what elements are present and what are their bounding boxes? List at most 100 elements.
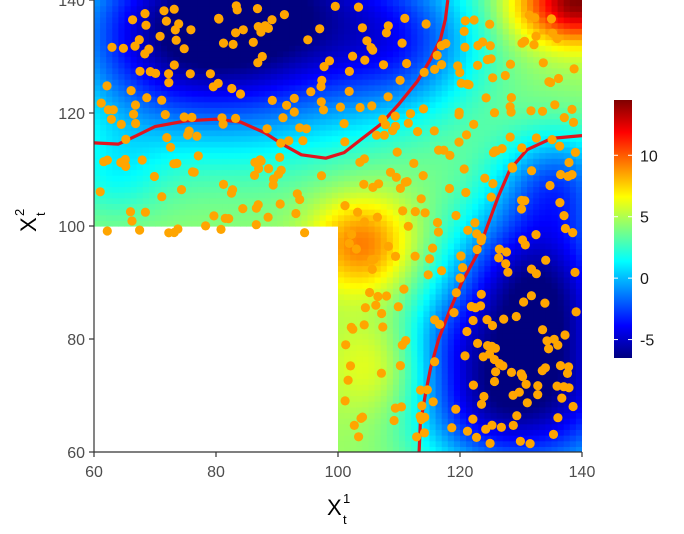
plot-panel: [94, 0, 582, 452]
heatmap-cell: [392, 39, 400, 46]
heatmap-cell: [356, 84, 363, 91]
heatmap-cell: [545, 152, 553, 159]
heatmap-cell: [496, 5, 504, 12]
heatmap-cell: [216, 90, 223, 97]
heatmap-cell: [380, 406, 388, 414]
heatmap-cell: [264, 192, 272, 199]
heatmap-cell: [270, 203, 278, 210]
heatmap-cell: [374, 378, 382, 385]
heatmap-cell: [362, 141, 370, 148]
heatmap-cell: [453, 226, 461, 233]
heatmap-cell: [514, 90, 522, 97]
heatmap-cell: [447, 293, 455, 301]
heatmap-cell: [356, 440, 363, 447]
heatmap-cell: [148, 209, 156, 216]
heatmap-cell: [356, 214, 363, 221]
heatmap-cell: [203, 33, 211, 41]
heatmap-cell: [142, 152, 150, 159]
heatmap-cell: [112, 28, 119, 35]
heatmap-cell: [453, 429, 461, 436]
heatmap-cell: [575, 254, 582, 261]
heatmap-cell: [228, 152, 235, 159]
heatmap-cell: [466, 372, 473, 380]
heatmap-cell: [295, 56, 302, 63]
heatmap-cell: [411, 231, 418, 238]
heatmap-cell: [545, 355, 553, 363]
heatmap-cell: [185, 50, 193, 58]
heatmap-cell: [466, 90, 473, 97]
heatmap-cell: [521, 113, 528, 120]
heatmap-cell: [197, 62, 205, 69]
heatmap-cell: [429, 90, 437, 97]
heatmap-cell: [423, 305, 431, 312]
heatmap-cell: [331, 146, 339, 154]
heatmap-cell: [557, 101, 565, 108]
heatmap-cell: [551, 197, 559, 204]
heatmap-cell: [155, 79, 162, 86]
heatmap-cell: [521, 62, 528, 69]
heatmap-cell: [118, 113, 126, 120]
heatmap-cell: [216, 141, 223, 148]
heatmap-cell: [374, 333, 382, 340]
heatmap-cell: [356, 175, 363, 182]
observation-point: [455, 273, 465, 283]
heatmap-cell: [380, 237, 388, 244]
heatmap-cell: [386, 107, 394, 114]
heatmap-cell: [344, 169, 351, 176]
heatmap-cell: [508, 406, 516, 414]
heatmap-cell: [216, 209, 223, 216]
heatmap-cell: [197, 5, 205, 12]
heatmap-cell: [283, 220, 290, 227]
heatmap-cell: [301, 197, 309, 204]
observation-point: [249, 170, 260, 180]
heatmap-cell: [496, 446, 504, 452]
heatmap-cell: [289, 22, 296, 29]
heatmap-cell: [295, 129, 302, 137]
heatmap-cell: [325, 5, 333, 12]
heatmap-cell: [313, 33, 321, 41]
heatmap-cell: [362, 197, 370, 204]
heatmap-cell: [362, 440, 370, 447]
heatmap-cell: [283, 158, 290, 165]
heatmap-cell: [100, 67, 107, 75]
heatmap-cell: [216, 214, 223, 221]
heatmap-cell: [344, 214, 351, 221]
heatmap-cell: [374, 56, 382, 63]
heatmap-cell: [569, 446, 577, 452]
heatmap-cell: [405, 0, 412, 7]
heatmap-cell: [94, 56, 101, 63]
heatmap-cell: [399, 163, 406, 171]
heatmap-cell: [392, 389, 400, 397]
heatmap-cell: [124, 56, 132, 63]
heatmap-cell: [441, 372, 449, 380]
heatmap-cell: [368, 401, 376, 408]
heatmap-cell: [362, 293, 370, 301]
heatmap-cell: [356, 163, 363, 171]
heatmap-cell: [496, 175, 504, 182]
heatmap-cell: [514, 276, 522, 284]
observation-point: [417, 401, 427, 411]
heatmap-cell: [191, 84, 199, 91]
heatmap-cell: [539, 163, 546, 171]
heatmap-cell: [527, 192, 534, 199]
observation-point: [319, 62, 329, 72]
heatmap-cell: [313, 129, 321, 137]
heatmap-cell: [411, 344, 418, 351]
heatmap-cell: [484, 28, 492, 35]
heatmap-cell: [222, 141, 229, 148]
heatmap-cell: [356, 73, 363, 80]
heatmap-cell: [386, 209, 394, 216]
heatmap-cell: [246, 118, 254, 125]
heatmap-cell: [392, 288, 400, 295]
heatmap-cell: [148, 135, 156, 142]
heatmap-cell: [325, 73, 333, 80]
heatmap-cell: [423, 355, 431, 363]
heatmap-cell: [521, 84, 528, 91]
heatmap-cell: [435, 118, 443, 125]
heatmap-cell: [374, 350, 382, 357]
heatmap-cell: [350, 107, 357, 114]
heatmap-cell: [447, 350, 455, 357]
heatmap-cell: [368, 152, 376, 159]
heatmap-cell: [295, 113, 302, 120]
heatmap-cell: [167, 11, 174, 18]
